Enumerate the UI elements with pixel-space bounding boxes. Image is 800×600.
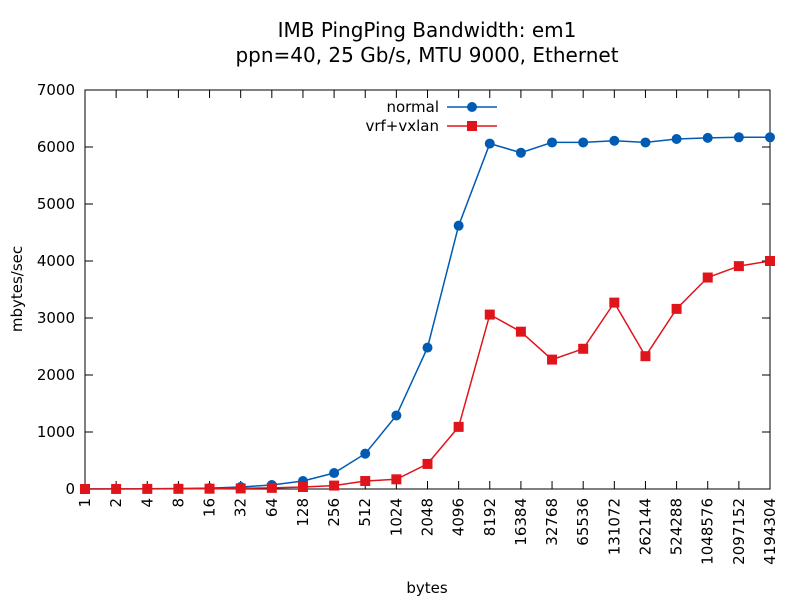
x-tick-label: 4096 xyxy=(450,498,468,536)
legend-item: vrf+vxlan xyxy=(365,117,497,135)
legend-label: normal xyxy=(386,98,439,116)
chart-title: IMB PingPing Bandwidth: em1 xyxy=(278,18,577,42)
data-point xyxy=(235,483,246,494)
x-tick-label: 256 xyxy=(325,498,343,527)
legend-item: normal xyxy=(386,98,497,116)
x-tick-label: 512 xyxy=(356,498,374,527)
data-point xyxy=(453,421,464,432)
series-layer xyxy=(80,132,775,494)
data-point xyxy=(765,256,775,266)
x-tick-label: 131072 xyxy=(605,498,623,555)
x-tick-label: 8192 xyxy=(481,498,499,536)
y-tick-label: 2000 xyxy=(37,366,75,384)
x-tick-label: 262144 xyxy=(636,498,654,555)
x-tick-label: 1048576 xyxy=(699,498,717,565)
data-point xyxy=(640,351,651,362)
data-point xyxy=(547,354,558,365)
x-tick-label: 1 xyxy=(76,498,94,508)
data-point xyxy=(702,132,713,143)
series-line xyxy=(84,260,771,490)
x-tick-label: 65536 xyxy=(574,498,592,546)
x-tick-label: 2 xyxy=(107,498,125,508)
x-tick-label: 524288 xyxy=(668,498,686,555)
chart-subtitle: ppn=40, 25 Gb/s, MTU 9000, Ethernet xyxy=(235,43,618,67)
x-tick-label: 32 xyxy=(232,498,250,517)
y-tick-label: 0 xyxy=(65,480,75,498)
axis-ticks: 0 1000 2000 3000 4000 5000 6000 7000 1 2 4 8 16 32 64 1… xyxy=(37,81,779,565)
y-tick-label: 3000 xyxy=(37,309,75,327)
x-axis-label: bytes xyxy=(406,579,448,597)
data-point xyxy=(733,132,744,143)
data-point xyxy=(671,303,682,314)
data-point xyxy=(422,458,433,469)
x-tick-label: 16384 xyxy=(512,498,530,546)
data-point xyxy=(360,476,371,487)
data-point xyxy=(484,309,495,320)
data-point xyxy=(515,326,526,337)
x-tick-label: 32768 xyxy=(543,498,561,546)
data-point xyxy=(173,483,184,494)
data-point xyxy=(422,342,433,353)
data-point xyxy=(702,272,713,283)
series-normal xyxy=(80,132,775,494)
y-tick-label: 1000 xyxy=(37,423,75,441)
data-point xyxy=(142,483,153,494)
data-point xyxy=(765,132,775,143)
plot-frame xyxy=(84,89,771,490)
x-tick-label: 4 xyxy=(138,498,156,508)
data-point xyxy=(111,483,122,494)
x-tick-label: 128 xyxy=(294,498,312,527)
data-point xyxy=(80,484,90,494)
x-tick-label: 2048 xyxy=(419,498,437,536)
y-tick-label: 7000 xyxy=(37,81,75,99)
data-point xyxy=(266,482,277,493)
data-point xyxy=(640,137,651,148)
data-point xyxy=(204,483,215,494)
x-tick-label: 8 xyxy=(169,498,187,508)
data-point xyxy=(609,135,620,146)
data-point xyxy=(360,448,371,459)
legend-marker xyxy=(467,102,477,112)
data-point xyxy=(484,138,495,149)
data-point xyxy=(578,343,589,354)
data-point xyxy=(391,474,402,485)
legend-marker xyxy=(467,121,477,131)
data-point xyxy=(329,480,340,491)
data-point xyxy=(578,137,589,148)
data-point xyxy=(733,261,744,272)
y-tick-label: 4000 xyxy=(37,252,75,270)
x-tick-label: 16 xyxy=(201,498,219,517)
data-point xyxy=(297,482,308,493)
y-tick-label: 6000 xyxy=(37,138,75,156)
data-point xyxy=(547,137,558,148)
y-tick-label: 5000 xyxy=(37,195,75,213)
data-point xyxy=(329,468,340,479)
data-point xyxy=(609,297,620,308)
series-line xyxy=(85,136,770,490)
data-point xyxy=(453,220,464,231)
x-tick-label: 4194304 xyxy=(761,498,779,565)
x-tick-label: 64 xyxy=(263,498,281,517)
data-point xyxy=(515,147,526,158)
data-point xyxy=(671,134,682,145)
x-tick-label: 2097152 xyxy=(730,498,748,565)
data-point xyxy=(391,410,402,421)
series-vrf-vxlan xyxy=(80,256,775,494)
y-axis-label: mbytes/sec xyxy=(8,246,26,332)
x-tick-label: 1024 xyxy=(387,498,405,536)
legend-label: vrf+vxlan xyxy=(365,117,439,135)
